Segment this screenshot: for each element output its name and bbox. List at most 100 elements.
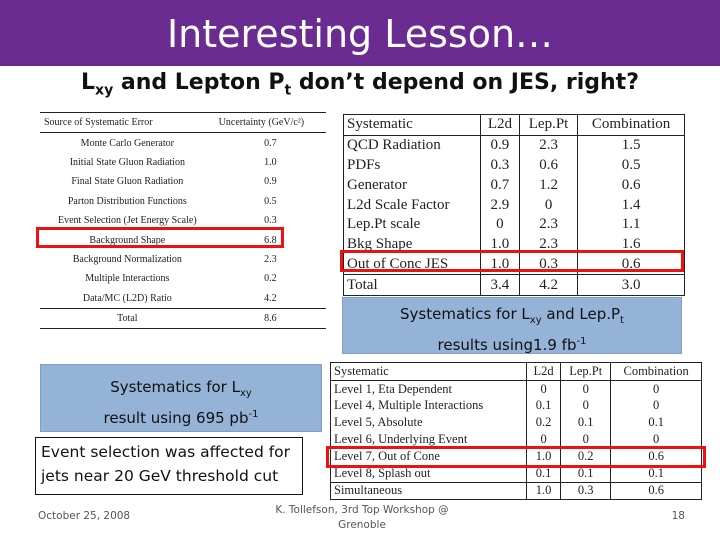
column-header: L2d — [480, 114, 520, 136]
slide-subtitle: Lxy and Lepton Pt don’t depend on JES, r… — [0, 70, 720, 98]
row-value: 0.6 — [610, 481, 702, 500]
row-value: 0.3 — [264, 215, 277, 227]
caption-superscript: -1 — [576, 336, 587, 347]
column-header: Combination — [610, 362, 702, 381]
row-value: 0 — [610, 380, 702, 398]
row-value: 2.3 — [519, 135, 579, 156]
footer-page-number: 18 — [671, 510, 685, 522]
row-label: Parton Distribution Functions — [67, 195, 187, 207]
column-header: Lep.Pt — [560, 362, 612, 381]
row-value: 2.3 — [519, 234, 579, 255]
row-value: 0.5 — [577, 155, 685, 176]
row-value: 2.3 — [264, 253, 277, 265]
row-value: 2.3 — [519, 214, 579, 235]
row-value: 0 — [560, 431, 612, 448]
row-value: 0.1 — [526, 464, 562, 483]
title-bar — [0, 0, 720, 66]
table-header-row: Systematic L2d Lep.Pt Combination — [343, 114, 685, 136]
caption-lxy: Systematics for Lxy result using 695 pb-… — [40, 364, 322, 432]
row-value: 0.1 — [560, 464, 612, 483]
row-label: Multiple Interactions — [85, 273, 170, 285]
row-value: 0.2 — [526, 414, 562, 432]
caption-text: results using1.9 fb — [437, 336, 577, 354]
column-header: Combination — [577, 114, 685, 136]
subtitle-subscript: xy — [95, 82, 114, 99]
row-value: 0.3 — [560, 481, 612, 500]
table-row: QCD Radiation 0.9 2.3 1.5 — [343, 135, 685, 156]
row-label: Generator — [343, 175, 481, 196]
table-row: Event Selection (Jet Energy Scale) 0.3 — [40, 211, 326, 230]
row-label: L2d Scale Factor — [343, 195, 481, 215]
row-value: 0.1 — [560, 414, 612, 432]
row-value: 0.1 — [526, 397, 562, 415]
row-label: Level 1, Eta Dependent — [330, 380, 528, 398]
subtitle-subscript: t — [284, 82, 292, 99]
row-label: Data/MC (L2D) Ratio — [82, 292, 172, 304]
table-row: PDFs 0.3 0.6 0.5 — [343, 155, 685, 176]
row-value: 0.7 — [480, 175, 520, 196]
row-value: 1.6 — [577, 234, 685, 255]
table-row: Lep.Pt scale 0 2.3 1.1 — [343, 214, 685, 235]
caption-lxy-leppt: Systematics for Lxy and Lep.Pt results u… — [342, 297, 682, 354]
highlight-out-of-cone-jes — [340, 250, 684, 272]
column-header: Uncertainty (GeV/c²) — [214, 111, 326, 134]
caption-text: Systematics for L — [110, 378, 240, 396]
subtitle-text: L — [81, 70, 96, 95]
row-value: 3.4 — [480, 274, 520, 296]
table-row: L2d Scale Factor 2.9 0 1.4 — [343, 195, 685, 215]
highlight-event-selection — [36, 227, 284, 248]
row-label: Lep.Pt scale — [343, 214, 481, 235]
row-value: 0.9 — [264, 176, 277, 188]
row-label: Level 8, Splash out — [330, 464, 528, 483]
table-row: Level 5, Absolute 0.2 0.1 0.1 — [330, 414, 702, 432]
row-label: Initial State Gluon Radiation — [69, 156, 185, 168]
table-header-row: Systematic L2d Lep.Pt Combination — [330, 362, 702, 381]
event-selection-note: Event selection was affected for jets ne… — [35, 437, 303, 495]
row-value: 4.2 — [519, 274, 579, 296]
table-row: Level 4, Multiple Interactions 0.1 0 0 — [330, 397, 702, 415]
footer-date: October 25, 2008 — [38, 510, 131, 522]
row-value: 0 — [526, 380, 562, 398]
row-value: 0.1 — [610, 464, 702, 483]
row-label: Level 5, Absolute — [330, 414, 528, 432]
row-value: 1.4 — [577, 195, 685, 215]
row-label: Simultaneous — [330, 481, 528, 500]
row-label: Total — [117, 313, 138, 325]
row-value: 1.0 — [526, 447, 562, 465]
jes-systematics-table: Systematic L2d Lep.Pt Combination Level … — [330, 362, 702, 501]
table-row: Bkg Shape 1.0 2.3 1.6 — [343, 234, 685, 255]
caption-subscript: xy — [529, 315, 542, 326]
row-value: 6.8 — [264, 234, 277, 246]
row-value: 0 — [526, 431, 562, 448]
highlight-level7-out-of-cone — [326, 446, 706, 468]
column-header: Source of Systematic Error — [40, 111, 215, 134]
row-label: Total — [343, 274, 481, 296]
lxy-systematics-table: Source of Systematic Error Uncertainty (… — [40, 111, 326, 329]
table-row: Level 7, Out of Cone 1.0 0.2 0.6 — [330, 447, 702, 465]
column-header: Systematic — [343, 114, 481, 136]
row-value: 0.9 — [480, 135, 520, 156]
row-value: 0 — [560, 380, 612, 398]
caption-text: Systematics for L — [400, 305, 530, 323]
row-value: 0 — [560, 397, 612, 415]
table-total-row: Total 3.4 4.2 3.0 — [343, 274, 685, 296]
row-label: Background Shape — [89, 234, 166, 246]
row-label: Level 4, Multiple Interactions — [330, 397, 528, 415]
row-value: 0 — [480, 214, 520, 235]
subtitle-text: and Lepton P — [113, 70, 285, 95]
table-row: Background Shape 6.8 — [40, 230, 326, 249]
row-value: 2.9 — [480, 195, 520, 215]
row-value: 0 — [610, 397, 702, 415]
row-value: 1.0 — [264, 156, 277, 168]
row-value: 3.0 — [577, 274, 685, 296]
row-value: 1.1 — [577, 214, 685, 235]
row-value: 0.6 — [577, 175, 685, 196]
subtitle-text: don’t depend on JES, right? — [291, 70, 639, 95]
column-header: Systematic — [330, 362, 528, 381]
row-value: 1.0 — [480, 234, 520, 255]
table-total-row: Total 8.6 — [40, 308, 326, 329]
row-value: 4.2 — [264, 292, 277, 304]
row-value: 0.6 — [610, 447, 702, 465]
row-value: 1.5 — [577, 135, 685, 156]
table-header-row: Source of Systematic Error Uncertainty (… — [40, 111, 326, 134]
